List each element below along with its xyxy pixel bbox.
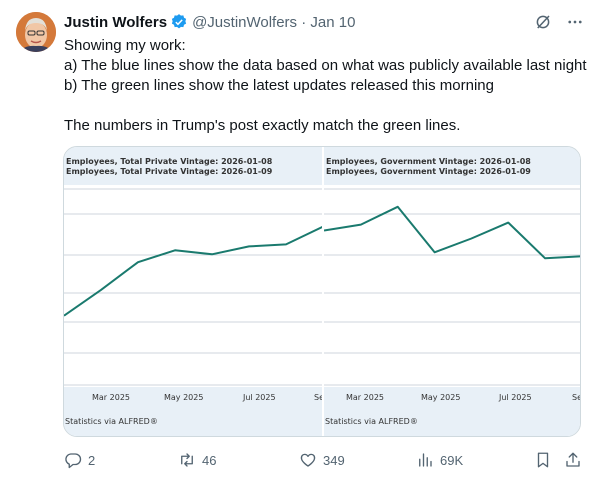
reply-icon: [64, 451, 82, 469]
reply-count: 2: [88, 452, 96, 468]
author-name[interactable]: Justin Wolfers: [64, 13, 168, 31]
avatar[interactable]: [16, 12, 56, 52]
repost-icon: [178, 451, 196, 469]
x-tick-label: May 2025: [164, 393, 204, 402]
tweet-line: b) The green lines show the latest updat…: [64, 77, 494, 94]
chart-footer-band: [64, 387, 323, 436]
tweet-line: Showing my work:: [64, 37, 186, 54]
grok-icon[interactable]: [534, 13, 552, 31]
x-tick-label: Mar 2025: [346, 393, 384, 402]
x-tick-label: Se: [314, 393, 323, 402]
series-line: [64, 225, 323, 317]
x-tick-label: Jul 2025: [499, 393, 532, 402]
chart-government: Employees, Government Vintage: 2026-01-0…: [324, 147, 581, 436]
chart-private: Employees, Total Private Vintage: 2026-0…: [64, 147, 323, 436]
series-line: [324, 205, 580, 260]
tweet-line: The numbers in Trump's post exactly matc…: [64, 117, 461, 134]
chart-title-line: Employees, Government Vintage: 2026-01-0…: [326, 157, 531, 166]
author-handle-date[interactable]: @JustinWolfers · Jan 10: [192, 13, 356, 31]
tweet-text: Showing my work: a) The blue lines show …: [64, 36, 590, 136]
heart-icon: [299, 451, 317, 469]
views-button[interactable]: 69K: [416, 451, 463, 469]
chart-private-plot: [64, 147, 323, 436]
share-icon: [564, 451, 582, 469]
chart-government-plot: [324, 147, 580, 436]
repost-count: 46: [202, 452, 217, 468]
chart-title-line: Employees, Government Vintage: 2026-01-0…: [326, 167, 531, 176]
chart-header-band: [64, 147, 323, 185]
bookmark-button[interactable]: [534, 451, 552, 469]
action-bar: 2 46 349 69K: [64, 451, 582, 471]
x-tick-label: Jul 2025: [243, 393, 276, 402]
repost-button[interactable]: 46: [178, 451, 216, 469]
panel-divider: [322, 147, 324, 436]
views-count: 69K: [440, 452, 464, 468]
chart-title-line: Employees, Total Private Vintage: 2026-0…: [66, 167, 273, 176]
tweet-line: a) The blue lines show the data based on…: [64, 57, 587, 74]
x-tick-label: Se: [572, 393, 581, 402]
like-count: 349: [323, 452, 345, 468]
tweet-line-blank: [64, 96, 590, 116]
chart-image[interactable]: Employees, Total Private Vintage: 2026-0…: [63, 146, 581, 437]
chart-footer-band: [324, 387, 580, 436]
avatar-image: [16, 12, 56, 52]
reply-button[interactable]: 2: [64, 451, 95, 469]
chart-source: Statistics via ALFRED®: [65, 417, 158, 426]
more-options-icon[interactable]: [566, 13, 584, 31]
x-tick-label: May 2025: [421, 393, 461, 402]
bookmark-icon: [534, 451, 552, 469]
chart-title-line: Employees, Total Private Vintage: 2026-0…: [66, 157, 273, 166]
analytics-icon: [416, 451, 434, 469]
chart-header-band: [324, 147, 580, 185]
x-tick-label: Mar 2025: [92, 393, 130, 402]
like-button[interactable]: 349: [299, 451, 345, 469]
verified-badge-icon: [170, 13, 188, 31]
chart-source: Statistics via ALFRED®: [325, 417, 418, 426]
post-header: Justin Wolfers @JustinWolfers · Jan 10: [64, 12, 584, 32]
share-button[interactable]: [564, 451, 582, 469]
